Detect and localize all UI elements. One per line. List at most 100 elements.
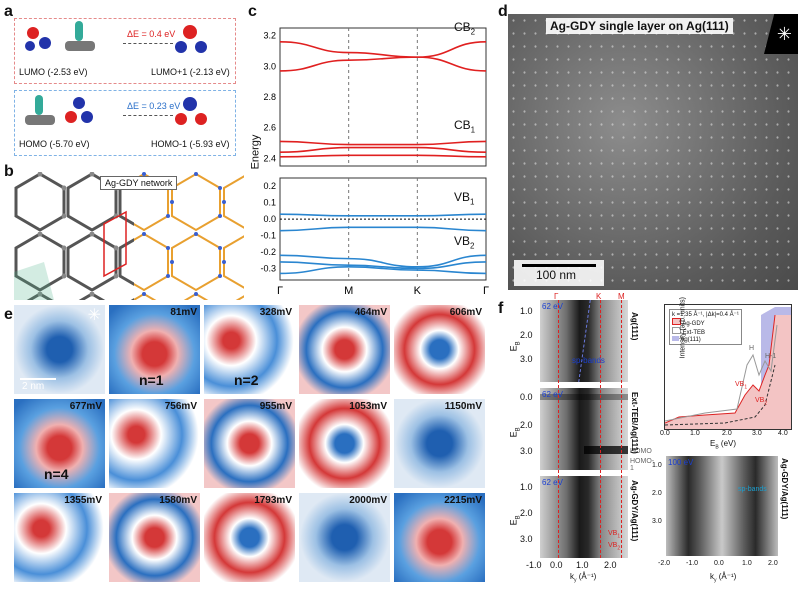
- lumo1-orbital: [175, 23, 209, 57]
- stm-map-panel: 1580mV: [109, 493, 200, 582]
- panel-d-label: d: [498, 3, 508, 20]
- x-tick-label: Γ: [277, 285, 283, 297]
- stm-map-panel: 606mV: [394, 305, 485, 394]
- stm-map-panel: 1150mV: [394, 399, 485, 488]
- panel-c-label: c: [248, 3, 257, 20]
- y-tick-label: 2.4: [263, 153, 276, 163]
- stm-map-panel: 2215mV: [394, 493, 485, 582]
- panel-f-label: f: [498, 300, 504, 317]
- stm-level-label: n=4: [44, 466, 69, 482]
- homo-label: HOMO (-5.70 eV): [19, 139, 90, 149]
- fft-star-icon: ✳: [87, 307, 101, 324]
- spectrum-frame: k =1.35 Å⁻¹, |Δk|=0.4 Å⁻¹ Ag-GDY Ext-TEB…: [664, 304, 792, 430]
- sym-k: K: [596, 292, 602, 301]
- stm-map-panel: 677mV n=4: [14, 399, 105, 488]
- arpes-wide: 100 eV sp-bands Ag-GDY/Ag(111) 1.0 2.0 3…: [652, 456, 789, 584]
- stm-map-panel: 1053mV: [299, 399, 390, 488]
- stm-map-panel: 328mV n=2: [204, 305, 295, 394]
- stm-voltage-label: 2215mV: [444, 495, 482, 506]
- peak-h1: H-1: [765, 353, 777, 360]
- stm-speckle: [508, 14, 798, 290]
- arpes-ext-teb: [540, 388, 628, 470]
- arpes-label-1: Ag(111): [630, 312, 639, 341]
- panel-b-label: b: [4, 163, 14, 180]
- arpes-wide-image: [666, 456, 778, 556]
- y-tick-label: 0.2: [263, 181, 276, 191]
- band-structure-svg: 3.2 3.0 2.8 2.6 2.4 0.2 0.1 0.0 -0.1 -0.2 -0.3 Γ M K Γ: [260, 27, 489, 297]
- photon-energy-wide: 100 eV: [668, 458, 694, 467]
- band-line: [279, 213, 487, 217]
- sym-gamma: Γ: [554, 292, 559, 301]
- stm-voltage-label: 1580mV: [159, 495, 197, 506]
- peak-vb2: VB2: [755, 397, 768, 407]
- arpes-ylabel-1: EB: [508, 341, 522, 352]
- spectrum-ylabel: Intensity (arb. units): [679, 297, 687, 359]
- homo1-orbital: [175, 95, 209, 129]
- stm-voltage-label: 606mV: [449, 307, 482, 318]
- homo-orbital-1: [23, 95, 57, 129]
- x-tick-label: Γ: [483, 285, 489, 297]
- vb2-label-f: VB2: [608, 542, 621, 552]
- ag-gdy-network: Ag-GDY network: [14, 172, 244, 300]
- band-line: [279, 154, 487, 158]
- arpes-ylabel-3: EB: [508, 515, 522, 526]
- stm-map-panel: 756mV: [109, 399, 200, 488]
- stm-voltage-label: 677mV: [69, 401, 102, 412]
- band-line: [279, 254, 487, 268]
- lower-axis-frame: [279, 177, 487, 281]
- homo1-label-f: HOMO-1: [630, 458, 655, 472]
- fft-star-icon: ✳: [776, 24, 792, 44]
- stm-voltage-label: 81mV: [170, 307, 197, 318]
- delta-e-bottom: ΔE = 0.23 eV: [127, 101, 181, 111]
- lumo1-label: LUMO+1 (-2.13 eV): [151, 67, 230, 77]
- spectrum-svg: [665, 307, 791, 429]
- stm-voltage-label: 1053mV: [349, 401, 387, 412]
- band-structure-chart: 3.2 3.0 2.8 2.6 2.4 0.2 0.1 0.0 -0.1 -0.2 -0.3 Γ M K Γ…: [240, 18, 495, 300]
- arpes-label-3: Ag-GDY/Ag(111): [630, 480, 639, 542]
- network-title: Ag-GDY network: [100, 176, 178, 190]
- cb1-label: CB1: [454, 118, 476, 135]
- y-tick-label: -0.1: [260, 231, 276, 241]
- stm-map-panel: 2 nm ✳: [14, 305, 105, 394]
- lumo-orbital-2: [63, 21, 97, 55]
- band-line: [279, 41, 487, 58]
- stm-map-grid: 2 nm ✳ 81mV n=1 328mV n=2 464mV 606mV 677mV n=4 75…: [14, 305, 490, 585]
- delta-arrow-bottom: [123, 115, 173, 116]
- stm-map-panel: 955mV: [204, 399, 295, 488]
- cb2-label: CB2: [454, 20, 476, 37]
- stm-voltage-label: 955mV: [259, 401, 292, 412]
- peak-h: H: [749, 345, 755, 352]
- y-tick-label: 3.2: [263, 31, 276, 41]
- band-line: [279, 56, 487, 72]
- y-tick-label: 2.6: [263, 123, 276, 133]
- sp-bands-wide: sp-bands: [738, 486, 767, 493]
- scalebar-box: 100 nm: [514, 260, 604, 286]
- scalebar-line: [522, 264, 596, 267]
- upper-axis-frame: [279, 27, 487, 167]
- vb1-label-f: VB1: [608, 530, 621, 540]
- arpes-wide-xlabel: ky (Å⁻¹): [710, 572, 737, 584]
- sym-m: M: [618, 292, 625, 301]
- arpes-column: 62 eV 62 eV 62 eV Γ K M sp-bands HOMO HO…: [508, 292, 655, 584]
- lumo-label: LUMO (-2.53 eV): [19, 67, 88, 77]
- photon-energy-2: 62 eV: [542, 390, 563, 399]
- band-line: [279, 146, 487, 153]
- stm-map-panel: 464mV: [299, 305, 390, 394]
- photon-energy-3: 62 eV: [542, 478, 563, 487]
- stm-voltage-label: 464mV: [354, 307, 387, 318]
- homo-label-f: HOMO: [630, 448, 652, 455]
- arpes-ag111: [540, 300, 628, 382]
- panel-e-label: e: [4, 306, 13, 323]
- stm-voltage-label: 2000mV: [349, 495, 387, 506]
- arpes-ylabel-2: EB: [508, 427, 522, 438]
- stm-map-panel: 1793mV: [204, 493, 295, 582]
- stm-voltage-label: 328mV: [259, 307, 292, 318]
- homo-box: ΔE = 0.23 eV HOMO (-5.70 eV) HOMO-1 (-5.…: [14, 90, 236, 156]
- scalebar-label: 100 nm: [536, 268, 577, 282]
- stm-overview-title: Ag-GDY single layer on Ag(111): [546, 18, 733, 34]
- band-line: [279, 140, 487, 146]
- stm-level-label: n=1: [139, 372, 164, 388]
- photon-energy-1: 62 eV: [542, 302, 563, 311]
- stm-voltage-label: 1355mV: [64, 495, 102, 506]
- band-line: [279, 266, 487, 275]
